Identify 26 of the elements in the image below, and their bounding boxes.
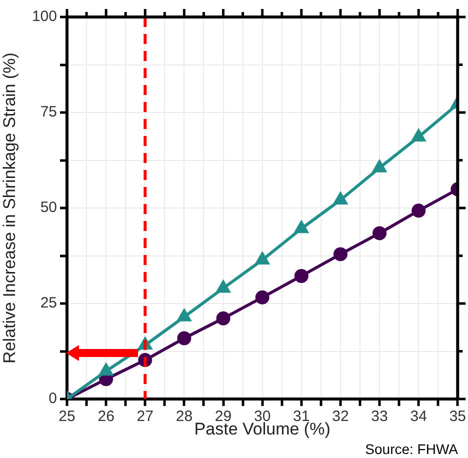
y-tick-label: 100 bbox=[32, 8, 57, 26]
x-tick-label: 32 bbox=[332, 408, 349, 426]
point bbox=[294, 220, 310, 234]
point bbox=[372, 158, 388, 172]
source-note: Source: FHWA bbox=[365, 441, 458, 457]
point bbox=[216, 311, 230, 326]
point bbox=[412, 204, 426, 218]
x-tick-label: 34 bbox=[410, 408, 427, 426]
x-tick-label: 35 bbox=[449, 408, 466, 426]
x-tick-label: 33 bbox=[371, 408, 388, 426]
point bbox=[255, 290, 270, 304]
y-tick-label: 50 bbox=[40, 199, 57, 216]
point bbox=[294, 268, 308, 283]
y-axis-title: Relative Increase in Shrinkage Strain (%) bbox=[0, 52, 19, 364]
point bbox=[177, 331, 192, 346]
x-tick-label: 28 bbox=[176, 408, 193, 426]
y-tick-label: 0 bbox=[48, 390, 57, 408]
x-tick-label: 26 bbox=[98, 408, 114, 426]
point bbox=[372, 226, 387, 240]
point bbox=[410, 128, 426, 142]
y-tick-label: 75 bbox=[40, 104, 57, 121]
x-tick-label: 27 bbox=[136, 408, 154, 426]
point bbox=[333, 247, 348, 262]
y-tick-label: 25 bbox=[40, 294, 57, 312]
point bbox=[332, 190, 348, 204]
x-tick-label: 25 bbox=[58, 408, 76, 426]
